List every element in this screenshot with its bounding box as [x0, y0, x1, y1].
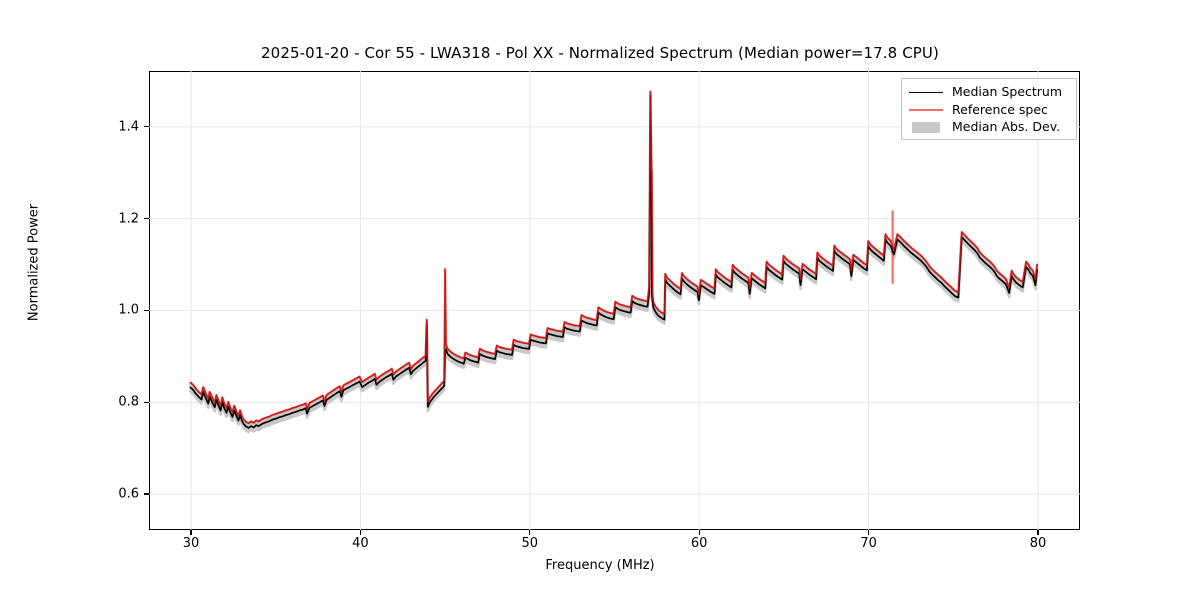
- legend-box[interactable]: Median Spectrum Reference spec Median Ab…: [901, 78, 1077, 140]
- x-tick-mark: [190, 530, 192, 535]
- plot-area: [149, 71, 1080, 530]
- y-tick-label: 1.4: [118, 119, 139, 135]
- x-tick-label: 50: [521, 536, 539, 551]
- x-tick-label: 60: [690, 536, 708, 551]
- x-tick-mark: [1037, 530, 1039, 535]
- legend-item-median-abs-dev[interactable]: Median Abs. Dev.: [909, 119, 1069, 136]
- y-tick-label: 0.8: [118, 394, 139, 410]
- y-tick-mark: [144, 401, 149, 403]
- y-tick-mark: [144, 309, 149, 311]
- y-tick-label: 1.2: [118, 211, 139, 227]
- x-axis-label: Frequency (MHz): [545, 558, 655, 573]
- reference-overlap-polyline: [189, 90, 1038, 425]
- mad-band: [188, 90, 1039, 434]
- legend-label-median-abs-dev: Median Abs. Dev.: [952, 118, 1061, 134]
- y-tick-mark: [144, 126, 149, 128]
- x-tick-mark: [529, 530, 531, 535]
- legend-label-median-spectrum: Median Spectrum: [952, 84, 1063, 100]
- y-tick-label: 1.0: [118, 302, 139, 318]
- legend-item-reference-spec[interactable]: Reference spec: [909, 101, 1069, 118]
- y-tick-label: 0.6: [118, 486, 139, 502]
- legend-item-median-spectrum[interactable]: Median Spectrum: [909, 84, 1069, 101]
- x-tick-label: 80: [1029, 536, 1047, 551]
- legend-label-reference-spec: Reference spec: [952, 101, 1048, 117]
- x-tick-label: 70: [860, 536, 877, 551]
- x-tick-label: 30: [182, 536, 200, 551]
- y-tick-mark: [144, 493, 149, 495]
- spectrum-plot: [149, 71, 1080, 530]
- median-spectrum-line: [189, 90, 1038, 429]
- median-spectrum-polyline: [189, 94, 1038, 429]
- x-tick-mark: [359, 530, 361, 535]
- legend-line-swatch-black: [909, 87, 943, 99]
- y-tick-mark: [144, 218, 149, 220]
- legend-line-swatch-red: [909, 104, 943, 116]
- axes-frame: [149, 71, 1080, 530]
- chart-title: 2025-01-20 - Cor 55 - LWA318 - Pol XX - …: [261, 44, 939, 62]
- y-axis-label: Normalized Power: [26, 203, 42, 322]
- x-tick-mark: [698, 530, 700, 535]
- x-tick-mark: [867, 530, 870, 535]
- mad-band-polygon: [188, 90, 1039, 434]
- x-tick-label: 40: [352, 536, 369, 551]
- legend-patch-swatch-gray: [909, 121, 943, 134]
